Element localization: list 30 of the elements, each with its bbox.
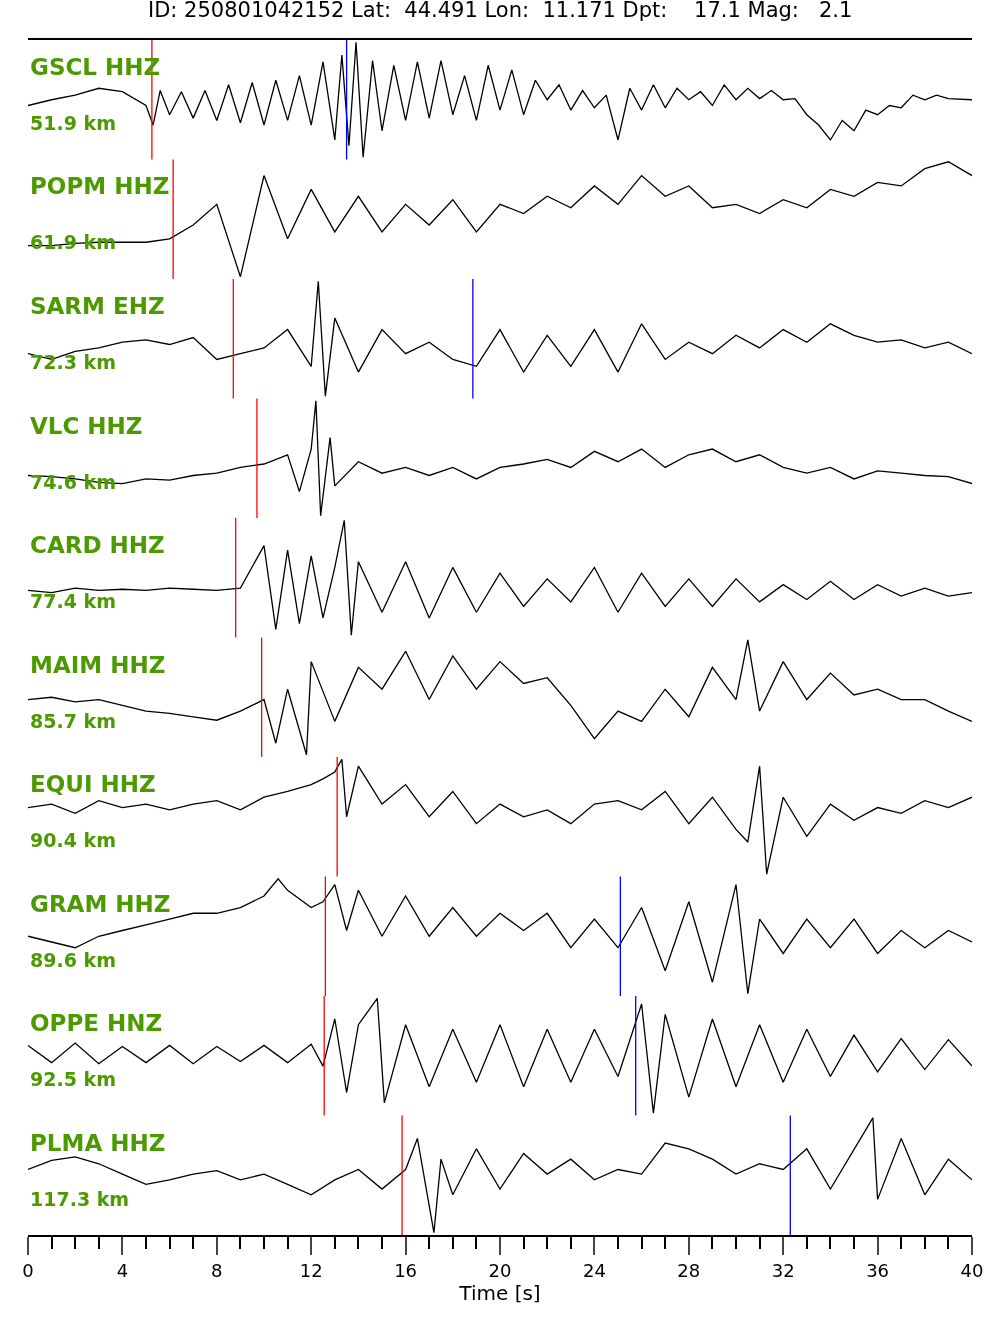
x-tick-label: 40	[960, 1259, 984, 1281]
x-tick-label: 36	[866, 1259, 890, 1281]
x-tick-label: 4	[116, 1259, 129, 1281]
annotation: 85.7 km	[30, 710, 116, 732]
x-tick-label: 32	[771, 1259, 795, 1281]
x-tick-label: 28	[677, 1259, 701, 1281]
chart-title: ID: 250801042152 Lat: 44.491 Lon: 11.171 Dpt: 17.1 Mag: 2.1	[148, 0, 853, 22]
x-tick-label: 24	[582, 1259, 606, 1281]
annotation: 51.9 km	[30, 112, 116, 134]
x-tick-label: 0	[22, 1259, 34, 1281]
x-tick-label: 8	[211, 1259, 223, 1281]
text: GRAM HHZ	[30, 891, 171, 917]
text: POPM HHZ	[30, 173, 170, 199]
annotation: 72.3 km	[30, 351, 116, 373]
x-tick-label: 12	[299, 1259, 323, 1281]
text: EQUI HHZ	[30, 771, 156, 797]
text: SARM EHZ	[30, 293, 165, 319]
annotation: 90.4 km	[30, 829, 116, 851]
x-axis-title: Time [s]	[458, 1280, 541, 1305]
text: CARD HHZ	[30, 532, 165, 558]
text: OPPE HNZ	[30, 1010, 163, 1036]
annotation: 117.3 km	[30, 1188, 130, 1210]
annotation: 77.4 km	[30, 590, 116, 612]
x-tick-label: 16	[394, 1259, 418, 1281]
annotation: 92.5 km	[30, 1068, 116, 1090]
annotation: 89.6 km	[30, 949, 116, 971]
x-tick-label: 20	[488, 1259, 512, 1281]
text: PLMA HHZ	[30, 1130, 166, 1156]
text: VLC HHZ	[30, 413, 143, 439]
text: MAIM HHZ	[30, 652, 166, 678]
